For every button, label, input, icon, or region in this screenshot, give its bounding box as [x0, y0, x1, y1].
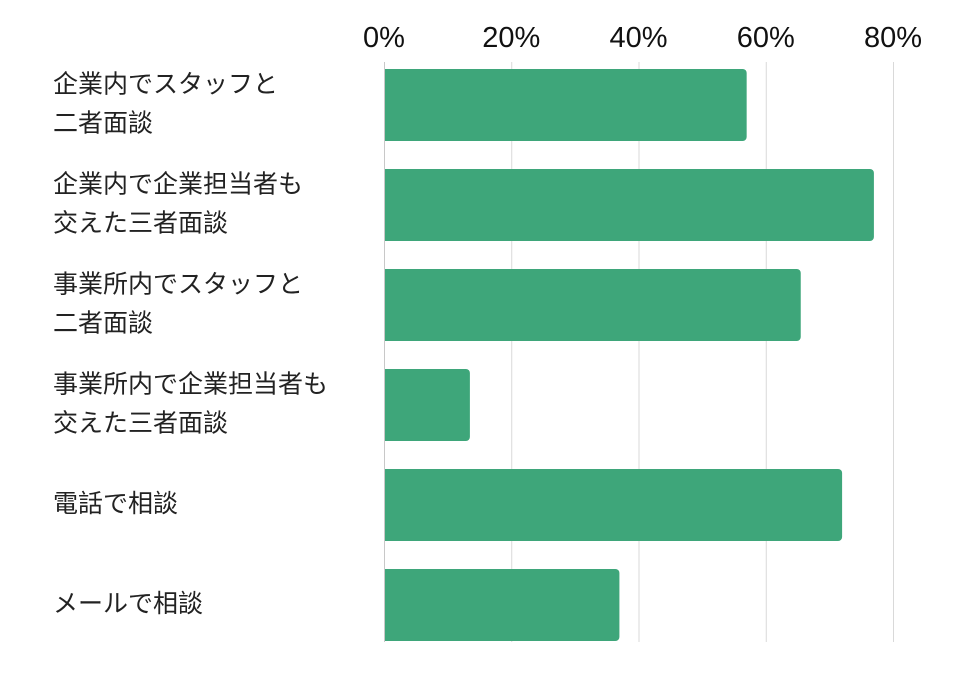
category-label: 事業所内でスタッフと	[53, 270, 303, 299]
bar-left-edge	[384, 269, 390, 341]
bar-left-edge	[384, 469, 390, 541]
x-tick-label: 20%	[482, 22, 540, 54]
category-labels: 企業内でスタッフと二者面談企業内で企業担当者も交えた三者面談事業所内でスタッフと…	[53, 70, 328, 619]
bars-layer	[384, 69, 874, 641]
category-label: 企業内で企業担当者も	[53, 170, 303, 199]
x-tick-label: 0%	[363, 22, 405, 54]
bar-left-edge	[384, 169, 390, 241]
category-label: 企業内でスタッフと	[53, 70, 278, 99]
category-label: 二者面談	[53, 109, 153, 138]
bar-left-edge	[384, 369, 390, 441]
category-label: 二者面談	[53, 309, 153, 338]
x-tick-labels: 0% 20% 40% 60% 80%	[363, 22, 922, 54]
bar	[384, 469, 843, 541]
bar	[384, 269, 801, 341]
bar-left-edge	[384, 69, 390, 141]
category-label: 事業所内で企業担当者も	[53, 370, 328, 399]
bar	[384, 569, 620, 641]
category-label: 交えた三者面談	[53, 409, 228, 438]
grid-layer	[511, 62, 894, 642]
bar	[384, 369, 470, 441]
category-label: 交えた三者面談	[53, 209, 228, 238]
bar-left-edge	[384, 569, 390, 641]
category-label: 電話で相談	[53, 489, 178, 518]
category-label: メールで相談	[53, 589, 203, 618]
bar	[384, 169, 874, 241]
x-tick-label: 80%	[864, 22, 922, 54]
x-tick-label: 40%	[609, 22, 667, 54]
x-tick-label: 60%	[737, 22, 795, 54]
bar	[384, 69, 747, 141]
